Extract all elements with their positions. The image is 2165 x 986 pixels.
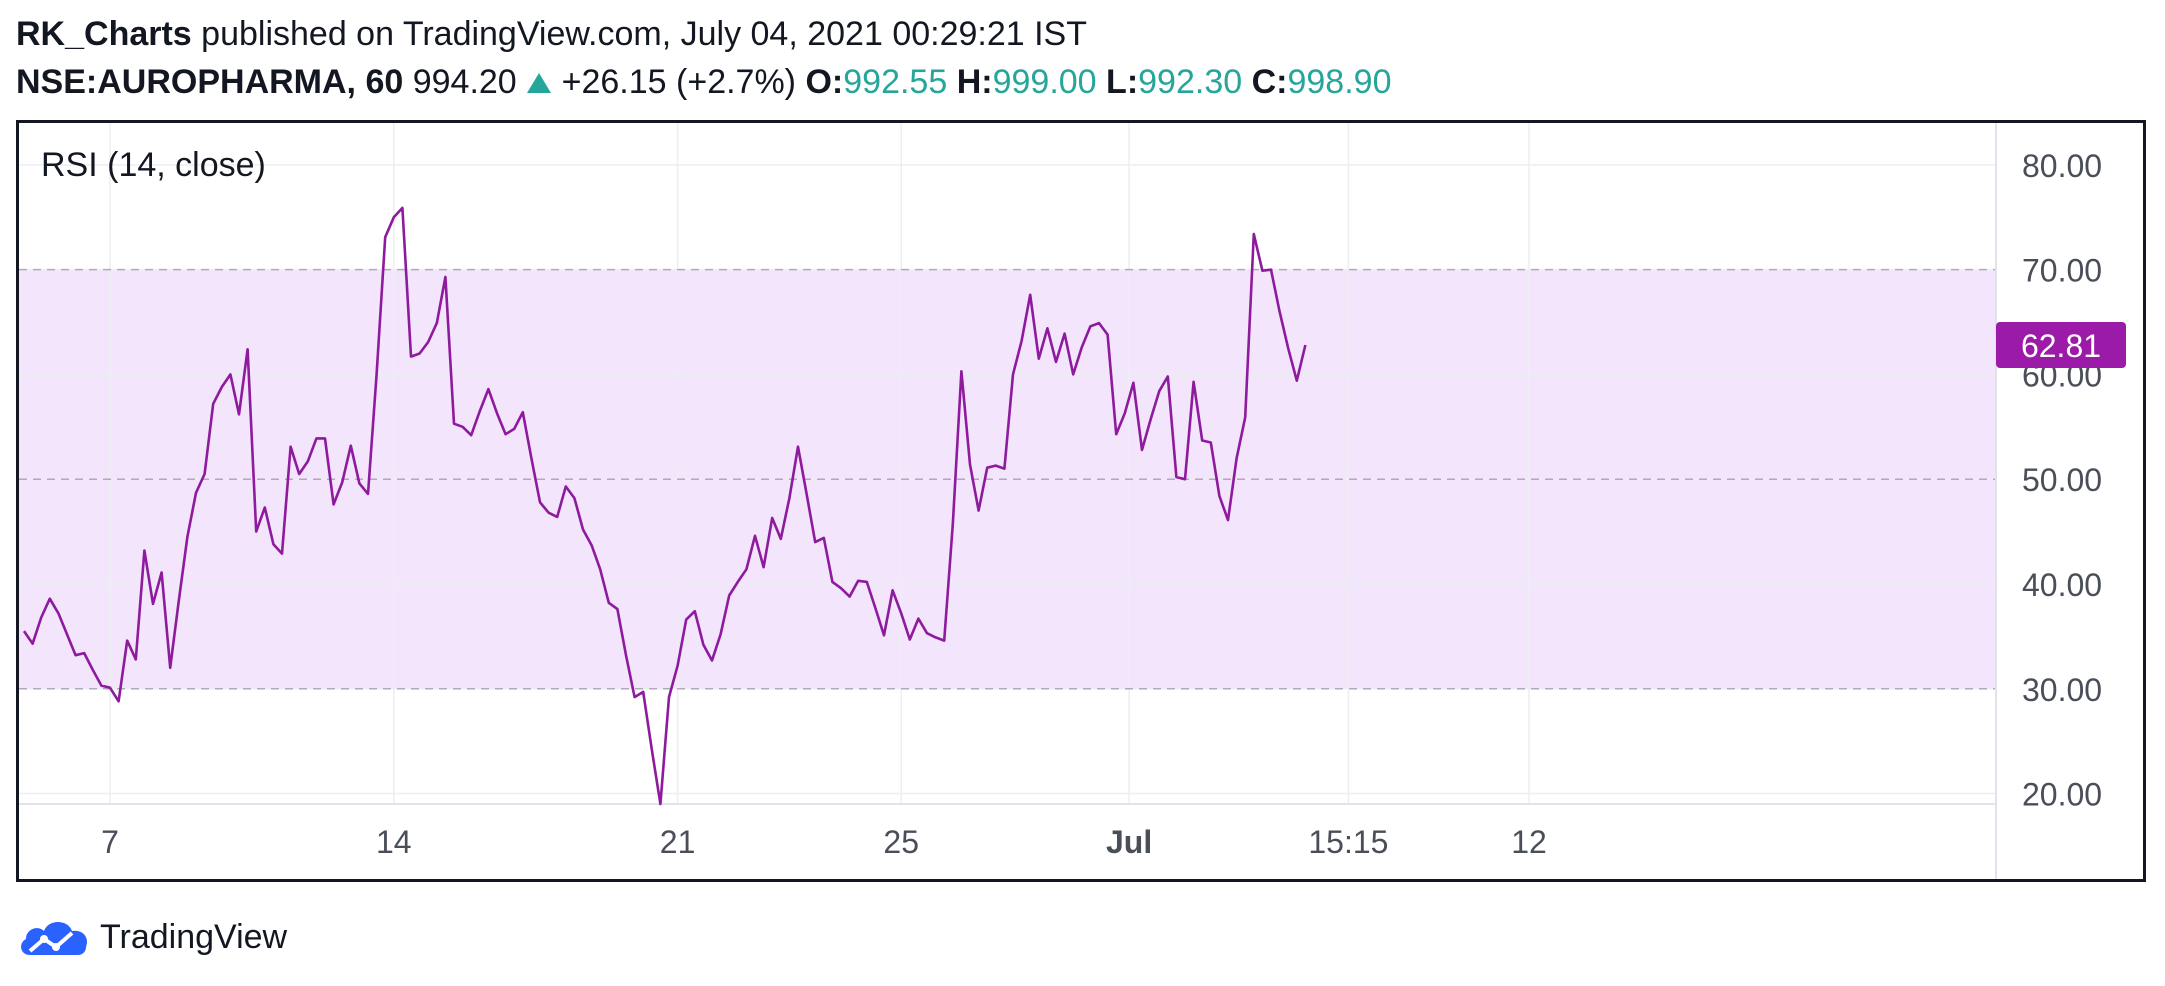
x-tick-label: 14 [376,824,412,860]
rsi-chart[interactable]: 20.0030.0040.0050.0060.0070.0080.0062.81… [19,123,2143,879]
price-change: +26.15 (+2.7%) [561,63,797,101]
y-tick-label: 40.00 [2022,567,2102,603]
current-price: 994.20 [412,63,517,101]
chart-frame: 20.00 30.00 40.00 50.00 60.00 70.00 80.00 62.81… [16,120,2146,882]
author-name[interactable]: RK_Charts [16,15,192,53]
x-tick-label: 7 [101,824,119,860]
low-value: 992.30 [1138,63,1243,101]
close-label: C: [1251,63,1288,101]
high-label: H: [956,63,993,101]
tradingview-cloud-logo-icon[interactable] [16,915,92,959]
publish-info: RK_Charts published on TradingView.com, … [16,10,1087,58]
last-value-label: 62.81 [2021,328,2101,364]
y-tick-label: 50.00 [2022,462,2102,498]
symbol-label[interactable]: NSE:AUROPHARMA, 60 [16,63,404,101]
rsi-series-line [22,206,1307,806]
published-text: published on TradingView.com, July 04, 2… [191,15,1088,53]
close-value: 998.90 [1287,63,1392,101]
y-tick-label: 30.00 [2022,672,2102,708]
open-value: 992.55 [843,63,948,101]
x-tick-label: 21 [660,824,696,860]
x-tick-label: 12 [1511,824,1547,860]
last-value-badge [1996,322,2126,369]
tradingview-brand[interactable]: TradingView [100,917,288,956]
high-value: 999.00 [992,63,1097,101]
symbol-info: NSE:AUROPHARMA, 60 994.20 +26.15 (+2.7%)… [16,58,1391,106]
y-tick-label: 20.00 [2022,777,2102,813]
x-tick-label: Jul [1106,824,1152,860]
x-tick-label: 15:15 [1308,824,1388,860]
low-label: L: [1106,63,1139,101]
indicator-title: RSI (14, close) [41,146,266,184]
y-tick-label: 80.00 [2022,148,2102,184]
footer-branding: TradingView [16,912,287,962]
triangle-up-icon [527,73,552,93]
y-tick-label: 70.00 [2022,253,2102,289]
open-label: O: [805,63,844,101]
x-tick-label: 25 [883,824,919,860]
